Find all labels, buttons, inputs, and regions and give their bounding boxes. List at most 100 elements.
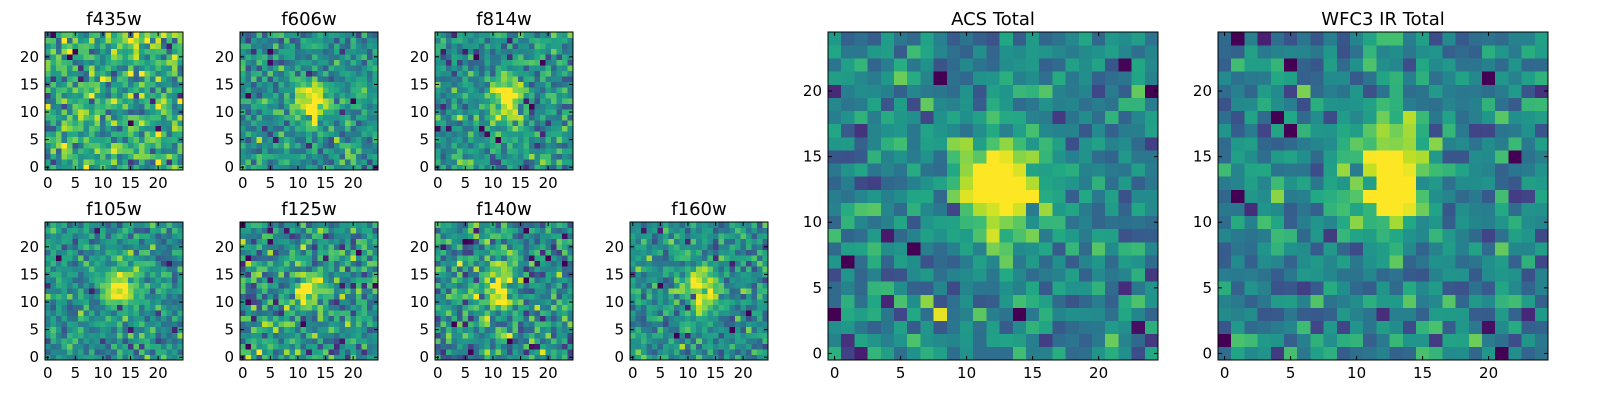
heatmap-cell — [1144, 294, 1159, 308]
heatmap-cell — [451, 103, 458, 110]
heatmap-cell — [506, 233, 513, 239]
heatmap-cell — [273, 315, 279, 322]
heatmap-cell — [1105, 268, 1119, 282]
heatmap-cell — [149, 326, 156, 333]
heatmap-cell — [490, 326, 497, 333]
heatmap-cell — [350, 343, 357, 350]
heatmap-cell — [528, 238, 535, 245]
heatmap-cell — [1144, 176, 1159, 190]
heatmap-cell — [355, 238, 362, 245]
heatmap-cell — [701, 271, 708, 278]
heatmap-cell — [166, 54, 173, 60]
heatmap-cell — [523, 315, 530, 322]
heatmap-cell — [635, 255, 642, 261]
heatmap-cell — [479, 288, 486, 295]
heatmap-cell — [355, 288, 362, 295]
heatmap-cell — [116, 92, 123, 99]
heatmap-cell — [306, 114, 313, 121]
heatmap-cell — [495, 142, 502, 149]
heatmap-cell — [501, 158, 508, 165]
heatmap-cell — [1012, 268, 1027, 282]
heatmap-cell — [1144, 163, 1159, 177]
heatmap-cell — [160, 147, 167, 154]
heatmap-cell — [322, 70, 329, 77]
heatmap-cell — [328, 299, 335, 306]
heatmap-cell — [567, 92, 574, 99]
heatmap-cell — [674, 282, 681, 289]
heatmap-cell — [512, 343, 519, 350]
heatmap-cell — [171, 238, 178, 245]
heatmap-cell — [468, 37, 474, 44]
heatmap-cell — [295, 310, 302, 317]
heatmap-cell — [712, 227, 719, 234]
heatmap-cell — [56, 120, 62, 127]
heatmap-cell — [451, 227, 458, 234]
heatmap-cell — [523, 310, 530, 317]
heatmap-cell — [561, 59, 568, 66]
heatmap-cell — [251, 233, 257, 239]
heatmap-cell — [561, 54, 568, 60]
heatmap-cell — [986, 346, 1000, 361]
heatmap-cell — [556, 164, 563, 171]
heatmap-cell — [251, 65, 257, 71]
x-tick-label: 15 — [706, 364, 725, 382]
heatmap-cell — [177, 142, 184, 149]
heatmap-cell — [67, 48, 73, 55]
heatmap-cell — [751, 354, 758, 361]
heatmap-cell — [679, 332, 686, 339]
heatmap-cell — [322, 109, 329, 116]
heatmap-cell — [240, 337, 246, 344]
heatmap-cell — [256, 43, 263, 49]
heatmap-cell — [56, 147, 62, 154]
heatmap-cell — [366, 244, 373, 250]
heatmap-cell — [490, 43, 497, 49]
heatmap-cell — [495, 282, 502, 289]
heatmap-cell — [149, 260, 156, 267]
heatmap-cell — [512, 76, 519, 83]
heatmap-cell — [160, 81, 167, 88]
heatmap-cell — [528, 87, 535, 94]
heatmap-cell — [668, 249, 675, 256]
heatmap-cell — [133, 131, 140, 138]
heatmap-cell — [435, 315, 441, 322]
heatmap-cell — [451, 120, 458, 127]
heatmap-cell — [641, 332, 647, 339]
heatmap-cell — [641, 288, 647, 295]
heatmap-cell — [506, 315, 513, 322]
heatmap-cell — [828, 333, 842, 348]
heatmap-cell — [462, 59, 469, 66]
heatmap-cell — [701, 233, 708, 239]
heatmap-cell — [100, 227, 107, 234]
heatmap-cell — [723, 271, 730, 278]
heatmap-cell — [986, 294, 1000, 308]
heatmap-cell — [262, 103, 268, 110]
heatmap-cell — [723, 282, 730, 289]
heatmap-cell — [171, 343, 178, 350]
heatmap-cell — [556, 321, 563, 328]
y-tick-label: 20 — [410, 238, 429, 256]
heatmap-cell — [122, 136, 129, 143]
heatmap-cell — [245, 131, 252, 138]
heatmap-cell — [451, 48, 458, 55]
heatmap-cell — [894, 346, 908, 361]
heatmap-cell — [50, 81, 57, 88]
heatmap-cell — [446, 354, 452, 361]
heatmap-cell — [350, 304, 357, 311]
heatmap-cell — [435, 103, 441, 110]
heatmap-cell — [506, 337, 513, 344]
heatmap-cell — [999, 333, 1014, 348]
heatmap-cell — [138, 244, 145, 250]
heatmap-cell — [160, 255, 167, 261]
heatmap-cell — [630, 238, 636, 245]
heatmap-cell — [317, 59, 324, 66]
heatmap-cell — [652, 282, 658, 289]
heatmap-cell — [523, 260, 530, 267]
heatmap-cell — [295, 255, 302, 261]
heatmap-cell — [468, 114, 474, 121]
heatmap-cell — [122, 315, 129, 322]
heatmap-cell — [295, 87, 302, 94]
heatmap-cell — [484, 293, 491, 300]
heatmap-cell — [435, 227, 441, 234]
heatmap-cell — [366, 81, 373, 88]
heatmap-cell — [501, 288, 508, 295]
